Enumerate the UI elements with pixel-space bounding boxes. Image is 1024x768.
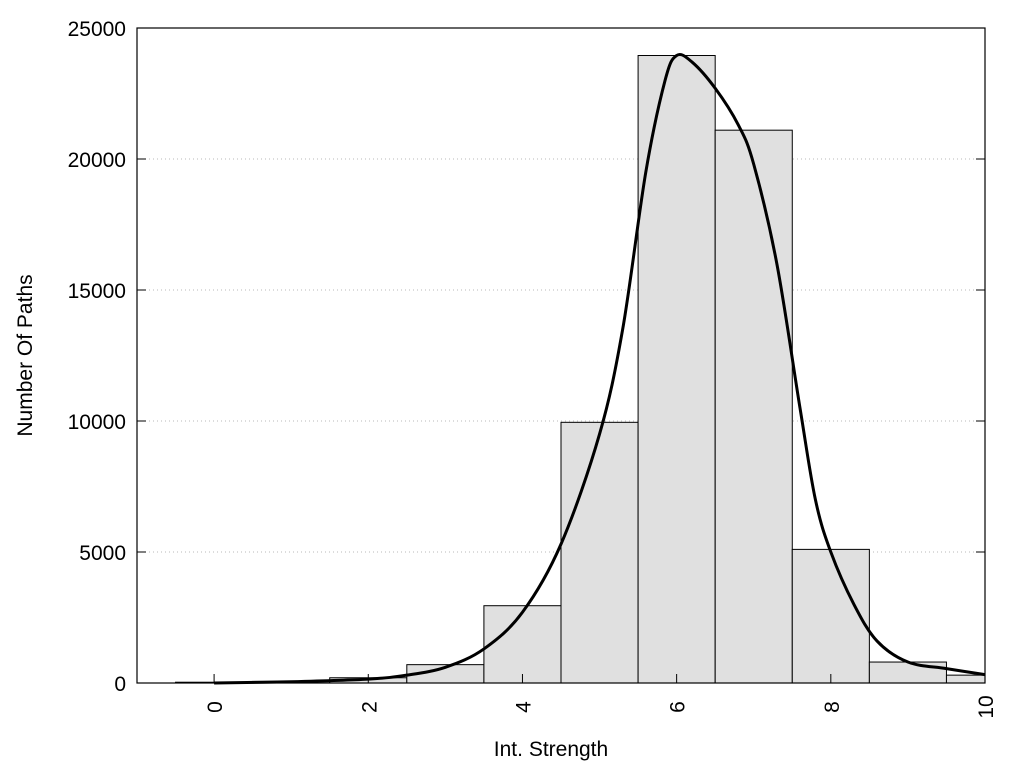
y-axis-title: Number Of Paths	[14, 274, 37, 436]
y-tick-label: 15000	[68, 280, 126, 303]
histogram-bar	[560, 421, 639, 684]
histogram-bar	[945, 674, 986, 684]
fit-curve	[214, 52, 986, 685]
x-tick-label: 10	[975, 695, 998, 718]
y-tick-label: 0	[114, 673, 126, 696]
x-tick-label: 8	[821, 701, 844, 713]
y-tick-label: 10000	[68, 411, 126, 434]
y-tick-label: 5000	[79, 542, 126, 565]
x-tick-label: 2	[358, 701, 381, 713]
histogram-bar	[483, 605, 562, 684]
y-tick-label: 20000	[68, 149, 126, 172]
y-tick-label: 25000	[68, 18, 126, 41]
curve-layer	[214, 52, 986, 685]
x-tick-label: 0	[204, 701, 227, 713]
x-tick-label: 6	[667, 701, 690, 713]
histogram-bar	[868, 661, 947, 684]
plot-frame	[136, 27, 986, 684]
x-axis-title: Int. Strength	[494, 738, 608, 761]
histogram-bar	[714, 129, 793, 684]
x-tick-label: 4	[512, 701, 535, 713]
histogram-bar	[791, 548, 870, 684]
bars	[175, 55, 986, 684]
